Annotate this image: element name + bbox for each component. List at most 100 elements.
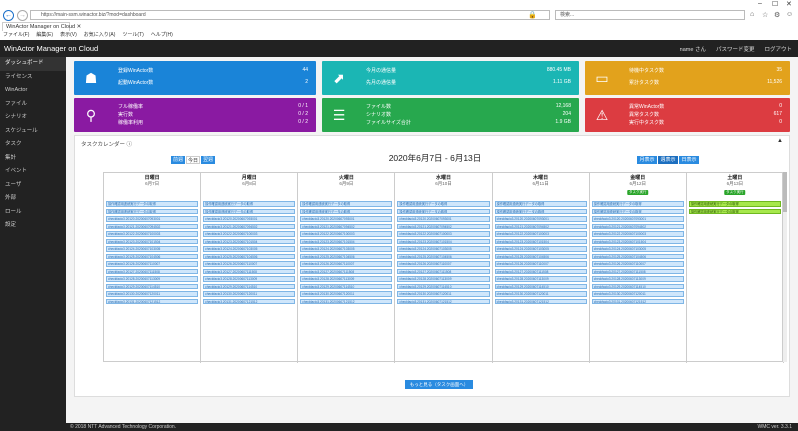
gear-icon[interactable]: ⚙ xyxy=(774,12,781,19)
calendar-event[interactable]: checkfacio3.20130.20200607120011 xyxy=(591,291,684,297)
calendar-event[interactable]: checkfacio3.20121.20200607094502 xyxy=(203,223,296,229)
sidebar-item-task[interactable]: タスク xyxy=(5,141,22,147)
calendar-event[interactable]: checkfacio3.20126.20200607110007 xyxy=(494,261,587,267)
calendar-event[interactable]: checkfacio3.20129.20200607114510 xyxy=(591,283,684,289)
calendar-event[interactable]: checkfacio3.20123.20200607101504 xyxy=(494,238,587,244)
calendar-event[interactable]: checkfacio3.20130.20200607120011 xyxy=(300,291,393,297)
calendar-event[interactable]: 操作確認用連続実行データの取得 xyxy=(203,201,296,207)
calendar-event[interactable]: checkfacio3.20120.20200607093001 xyxy=(494,216,587,222)
calendar-event[interactable]: checkfacio3.20124.20200607103005 xyxy=(203,246,296,252)
calendar-event[interactable]: checkfacio3.20125.20200607104506 xyxy=(203,253,296,259)
calendar-event[interactable]: checkfacio3.20129.20200607114510 xyxy=(494,283,587,289)
menu-favorites[interactable]: お気に入り(A) xyxy=(83,32,116,38)
sidebar-item-scenario[interactable]: シナリオ xyxy=(5,114,28,120)
calendar-event[interactable]: checkfacio3.20120.20200607093001 xyxy=(203,216,296,222)
calendar-event[interactable]: checkfacio3.20124.20200607103005 xyxy=(591,246,684,252)
calendar-event[interactable]: checkfacio3.20129.20200607114510 xyxy=(106,283,199,289)
sidebar-item-winactor[interactable]: WinActor xyxy=(5,87,28,93)
browser-search-input[interactable]: 検索... xyxy=(555,10,745,20)
calendar-event[interactable]: 操作確認用連続実行データの取得 xyxy=(591,208,684,214)
calendar-event[interactable]: checkfacio3.20121.20200607094502 xyxy=(591,223,684,229)
calendar-event[interactable]: checkfacio3.20122.20200607100003 xyxy=(300,231,393,237)
stat-card[interactable]: ⚠ 異常WinActor数 0 異常タスク数 617 実行中タスク数 0 xyxy=(585,98,790,132)
calendar-event[interactable]: checkfacio3.20125.20200607104506 xyxy=(591,253,684,259)
calendar-event[interactable]: checkfacio3.20128.20200607113009 xyxy=(494,276,587,282)
calendar-event[interactable]: checkfacio3.20128.20200607113009 xyxy=(203,276,296,282)
sidebar-item-file[interactable]: ファイル xyxy=(5,100,28,107)
calendar-event[interactable]: checkfacio3.20131.20200607121512 xyxy=(106,298,199,304)
menu-file[interactable]: ファイル(F) xyxy=(3,32,30,38)
calendar-event[interactable]: checkfacio3.20120.20200607093001 xyxy=(591,216,684,222)
calendar-event[interactable]: checkfacio3.20126.20200607110007 xyxy=(106,261,199,267)
calendar-event[interactable]: checkfacio3.20129.20200607114510 xyxy=(397,283,490,289)
calendar-event[interactable]: checkfacio3.20130.20200607120011 xyxy=(494,291,587,297)
calendar-event[interactable]: 操作確認用連続実行データの取得 xyxy=(203,208,296,214)
calendar-event[interactable]: checkfacio3.20125.20200607104506 xyxy=(494,253,587,259)
calendar-event[interactable]: 操作確認用連続実行データの取得 xyxy=(591,201,684,207)
calendar-event[interactable]: 操作確認用連続実行データの取得 xyxy=(688,201,781,207)
day-view-button[interactable]: 日表示 xyxy=(679,156,699,164)
calendar-event[interactable]: checkfacio3.20122.20200607100003 xyxy=(494,231,587,237)
sidebar-item-schedule[interactable]: スケジュール xyxy=(5,127,38,134)
calendar-event[interactable]: checkfacio3.20127.20200607111508 xyxy=(300,268,393,274)
sidebar-item-license[interactable]: ライセンス xyxy=(5,73,33,80)
calendar-event[interactable]: checkfacio3.20120.20200607093001 xyxy=(397,216,490,222)
calendar-event[interactable]: 操作確認用連続実行データの取得 xyxy=(106,201,199,207)
calendar-event[interactable]: 操作確認用連続実行データの取得 xyxy=(397,208,490,214)
calendar-event[interactable]: checkfacio3.20123.20200607101504 xyxy=(397,238,490,244)
close-icon[interactable]: ✕ xyxy=(786,1,792,8)
calendar-event[interactable]: 操作確認用連続実行データの取得 xyxy=(688,208,781,214)
calendar-event[interactable]: checkfacio3.20123.20200607101504 xyxy=(300,238,393,244)
calendar-event[interactable]: checkfacio3.20121.20200607094502 xyxy=(397,223,490,229)
calendar-event[interactable]: checkfacio3.20131.20200607121512 xyxy=(494,298,587,304)
stat-card[interactable]: ▭ 待機中タスク数 35 累計タスク数 11,526 xyxy=(585,61,790,95)
calendar-event[interactable]: checkfacio3.20121.20200607094502 xyxy=(494,223,587,229)
calendar-event[interactable]: checkfacio3.20125.20200607104506 xyxy=(397,253,490,259)
calendar-scrollbar[interactable] xyxy=(783,172,787,362)
calendar-event[interactable]: checkfacio3.20128.20200607113009 xyxy=(106,276,199,282)
calendar-event[interactable]: checkfacio3.20124.20200607103005 xyxy=(397,246,490,252)
calendar-event[interactable]: checkfacio3.20127.20200607111508 xyxy=(494,268,587,274)
calendar-event[interactable]: checkfacio3.20130.20200607120011 xyxy=(203,291,296,297)
smiley-icon[interactable]: ☺ xyxy=(786,11,794,18)
calendar-event[interactable]: 操作確認用連続実行データの取得 xyxy=(494,201,587,207)
calendar-event[interactable]: checkfacio3.20125.20200607104506 xyxy=(106,253,199,259)
calendar-event[interactable]: checkfacio3.20127.20200607111508 xyxy=(203,268,296,274)
favorites-icon[interactable]: ☆ xyxy=(762,12,769,19)
calendar-event[interactable]: checkfacio3.20124.20200607103005 xyxy=(494,246,587,252)
calendar-event[interactable]: 操作確認用連続実行データの取得 xyxy=(106,208,199,214)
back-icon[interactable]: ← xyxy=(3,9,14,21)
calendar-event[interactable]: 操作確認用連続実行データの取得 xyxy=(300,208,393,214)
week-view-button[interactable]: 週表示 xyxy=(658,156,678,164)
calendar-event[interactable]: checkfacio3.20122.20200607100003 xyxy=(203,231,296,237)
sidebar-item-role[interactable]: ロール xyxy=(5,208,22,215)
calendar-event[interactable]: checkfacio3.20123.20200607101504 xyxy=(203,238,296,244)
menu-tools[interactable]: ツール(T) xyxy=(122,32,144,38)
sidebar-item-external[interactable]: 外部 xyxy=(5,195,17,201)
stat-card[interactable]: ☗ 登録WinActor数 44 起動WinActor数 2 xyxy=(74,61,316,95)
calendar-event[interactable]: 操作確認用連続実行データの取得 xyxy=(397,201,490,207)
sidebar-item-user[interactable]: ユーザ xyxy=(5,181,22,188)
minimize-icon[interactable]: – xyxy=(758,0,762,7)
calendar-event[interactable]: checkfacio3.20124.20200607103005 xyxy=(300,246,393,252)
calendar-event[interactable]: checkfacio3.20126.20200607110007 xyxy=(591,261,684,267)
calendar-event[interactable]: checkfacio3.20130.20200607120011 xyxy=(106,291,199,297)
today-button[interactable]: 今日 xyxy=(186,156,200,164)
calendar-event[interactable]: checkfacio3.20123.20200607101504 xyxy=(591,238,684,244)
calendar-event[interactable]: checkfacio3.20129.20200607114510 xyxy=(203,283,296,289)
logout-link[interactable]: ログアウト xyxy=(764,47,792,53)
stat-card[interactable]: ⚲ フル稼働率 0 / 1 実行数 0 / 2 稼働率利用 0 / 2 xyxy=(74,98,316,132)
calendar-event[interactable]: checkfacio3.20123.20200607101504 xyxy=(106,238,199,244)
calendar-event[interactable]: checkfacio3.20121.20200607094502 xyxy=(106,223,199,229)
calendar-event[interactable]: checkfacio3.20131.20200607121512 xyxy=(591,298,684,304)
app-title[interactable]: WinActor Manager on Cloud xyxy=(4,44,99,53)
calendar-event[interactable]: checkfacio3.20127.20200607111508 xyxy=(106,268,199,274)
sidebar-item-dashboard[interactable]: ダッシュボード xyxy=(0,57,66,71)
calendar-event[interactable]: checkfacio3.20126.20200607110007 xyxy=(300,261,393,267)
browser-tab[interactable]: WinActor Manager on Cloud ✕ xyxy=(2,22,81,31)
calendar-event[interactable]: checkfacio3.20120.20200607093001 xyxy=(106,216,199,222)
calendar-event[interactable]: checkfacio3.20130.20200607120011 xyxy=(397,291,490,297)
calendar-event[interactable]: checkfacio3.20121.20200607094502 xyxy=(300,223,393,229)
calendar-event[interactable]: checkfacio3.20120.20200607093001 xyxy=(300,216,393,222)
calendar-event[interactable]: checkfacio3.20131.20200607121512 xyxy=(203,298,296,304)
